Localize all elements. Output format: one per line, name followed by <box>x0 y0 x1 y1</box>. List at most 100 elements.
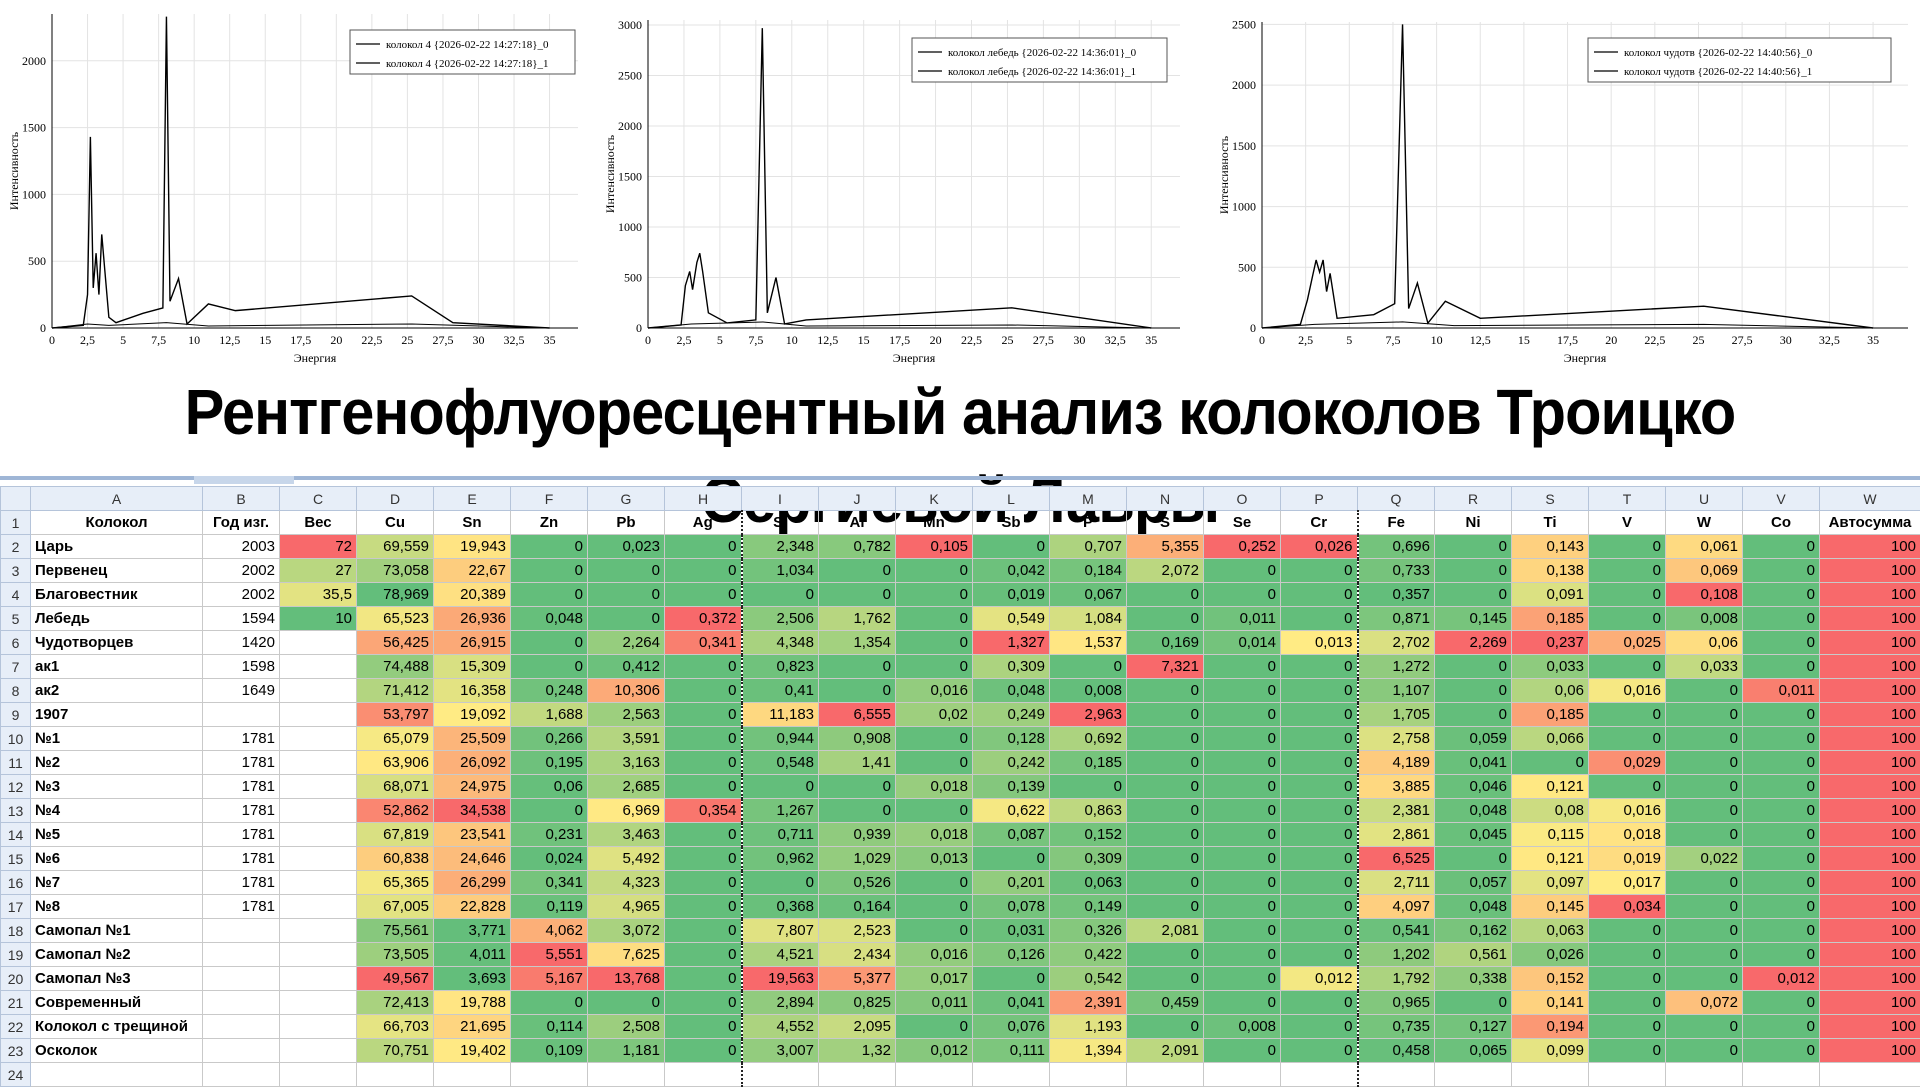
data-cell[interactable]: 1,193 <box>1050 1015 1127 1039</box>
data-cell[interactable]: 0,048 <box>1435 895 1512 919</box>
data-cell[interactable]: 100 <box>1820 1015 1920 1039</box>
bell-name-cell[interactable]: Колокол с трещиной <box>31 1015 203 1039</box>
data-cell[interactable]: 0,016 <box>1589 799 1666 823</box>
data-cell[interactable]: 0 <box>511 991 588 1015</box>
data-cell[interactable]: 0 <box>1743 775 1820 799</box>
column-header[interactable]: V <box>1589 511 1666 535</box>
data-cell[interactable]: 0 <box>1666 967 1743 991</box>
data-cell[interactable]: 0 <box>1666 823 1743 847</box>
data-cell[interactable]: 13,768 <box>588 967 665 991</box>
data-cell[interactable]: 0 <box>511 535 588 559</box>
data-cell[interactable]: 0 <box>1127 823 1204 847</box>
column-header[interactable]: Sn <box>434 511 511 535</box>
column-header[interactable]: Cu <box>357 511 434 535</box>
data-cell[interactable]: 0 <box>665 727 742 751</box>
data-cell[interactable]: 0,078 <box>973 895 1050 919</box>
data-cell[interactable]: 100 <box>1820 703 1920 727</box>
data-cell[interactable]: 0 <box>1589 607 1666 631</box>
row-number[interactable]: 23 <box>1 1039 31 1063</box>
data-cell[interactable]: 0,011 <box>1743 679 1820 703</box>
data-cell[interactable]: 3,693 <box>434 967 511 991</box>
data-cell[interactable]: 0,017 <box>1589 871 1666 895</box>
data-cell[interactable]: 0,105 <box>896 535 973 559</box>
data-cell[interactable]: 25,509 <box>434 727 511 751</box>
data-cell[interactable]: 22,828 <box>434 895 511 919</box>
data-cell[interactable]: 0 <box>1281 871 1358 895</box>
data-cell[interactable]: 0 <box>973 535 1050 559</box>
data-cell[interactable]: 0 <box>665 871 742 895</box>
data-cell[interactable]: 0,326 <box>1050 919 1127 943</box>
data-cell[interactable]: 0 <box>1127 727 1204 751</box>
data-cell[interactable]: 100 <box>1820 871 1920 895</box>
data-cell[interactable]: 0,02 <box>896 703 973 727</box>
data-cell[interactable]: 0 <box>1204 871 1281 895</box>
data-cell[interactable]: 10 <box>280 607 357 631</box>
data-cell[interactable]: 2,711 <box>1358 871 1435 895</box>
data-cell[interactable]: 65,079 <box>357 727 434 751</box>
bell-name-cell[interactable]: №5 <box>31 823 203 847</box>
data-cell[interactable]: 72 <box>280 535 357 559</box>
data-cell[interactable]: 2002 <box>203 583 280 607</box>
data-cell[interactable]: 1,32 <box>819 1039 896 1063</box>
data-cell[interactable]: 0 <box>1435 583 1512 607</box>
data-cell[interactable]: 0,063 <box>1050 871 1127 895</box>
data-cell[interactable]: 2003 <box>203 535 280 559</box>
data-cell[interactable]: 0,019 <box>1589 847 1666 871</box>
data-cell[interactable]: 0 <box>1666 751 1743 775</box>
empty-cell[interactable] <box>1281 1063 1358 1087</box>
data-cell[interactable]: 6,525 <box>1358 847 1435 871</box>
data-cell[interactable]: 0 <box>665 703 742 727</box>
data-cell[interactable]: 0,045 <box>1435 823 1512 847</box>
data-cell[interactable] <box>280 991 357 1015</box>
row-number[interactable]: 18 <box>1 919 31 943</box>
data-cell[interactable]: 2,963 <box>1050 703 1127 727</box>
data-cell[interactable]: 0,962 <box>742 847 819 871</box>
column-header[interactable]: Se <box>1204 511 1281 535</box>
data-cell[interactable]: 0 <box>819 799 896 823</box>
empty-cell[interactable] <box>31 1063 203 1087</box>
data-cell[interactable]: 0,248 <box>511 679 588 703</box>
data-cell[interactable]: 0 <box>1281 943 1358 967</box>
data-cell[interactable]: 35,5 <box>280 583 357 607</box>
data-cell[interactable]: 0,067 <box>1050 583 1127 607</box>
bell-name-cell[interactable]: ак2 <box>31 679 203 703</box>
data-cell[interactable]: 0 <box>1666 943 1743 967</box>
data-cell[interactable]: 100 <box>1820 727 1920 751</box>
column-letter-J[interactable]: J <box>819 487 896 511</box>
row-number[interactable]: 7 <box>1 655 31 679</box>
data-cell[interactable]: 0,965 <box>1358 991 1435 1015</box>
data-cell[interactable]: 0,121 <box>1512 847 1589 871</box>
data-cell[interactable]: 100 <box>1820 847 1920 871</box>
column-letter-H[interactable]: H <box>665 487 742 511</box>
data-cell[interactable]: 0 <box>1281 799 1358 823</box>
data-cell[interactable]: 5,551 <box>511 943 588 967</box>
data-cell[interactable]: 1,202 <box>1358 943 1435 967</box>
bell-name-cell[interactable]: №8 <box>31 895 203 919</box>
data-cell[interactable]: 0,018 <box>896 823 973 847</box>
data-cell[interactable]: 0,012 <box>1281 967 1358 991</box>
data-cell[interactable]: 52,862 <box>357 799 434 823</box>
data-cell[interactable]: 0,024 <box>511 847 588 871</box>
data-cell[interactable]: 100 <box>1820 823 1920 847</box>
data-cell[interactable]: 0,41 <box>742 679 819 703</box>
data-cell[interactable]: 0 <box>665 895 742 919</box>
data-cell[interactable]: 0 <box>1666 799 1743 823</box>
data-cell[interactable]: 7,625 <box>588 943 665 967</box>
data-cell[interactable]: 2,702 <box>1358 631 1435 655</box>
data-cell[interactable]: 0 <box>896 631 973 655</box>
empty-cell[interactable] <box>1589 1063 1666 1087</box>
data-cell[interactable]: 0,201 <box>973 871 1050 895</box>
data-cell[interactable]: 0,458 <box>1358 1039 1435 1063</box>
data-cell[interactable]: 0 <box>1743 943 1820 967</box>
data-cell[interactable]: 0 <box>1743 1039 1820 1063</box>
data-cell[interactable]: 0 <box>1127 847 1204 871</box>
data-cell[interactable]: 19,943 <box>434 535 511 559</box>
data-cell[interactable]: 0,048 <box>511 607 588 631</box>
data-cell[interactable]: 0 <box>896 871 973 895</box>
data-cell[interactable]: 0,016 <box>1589 679 1666 703</box>
data-cell[interactable]: 100 <box>1820 775 1920 799</box>
data-cell[interactable]: 0 <box>896 799 973 823</box>
data-cell[interactable]: 0 <box>1204 751 1281 775</box>
data-cell[interactable]: 0 <box>896 895 973 919</box>
